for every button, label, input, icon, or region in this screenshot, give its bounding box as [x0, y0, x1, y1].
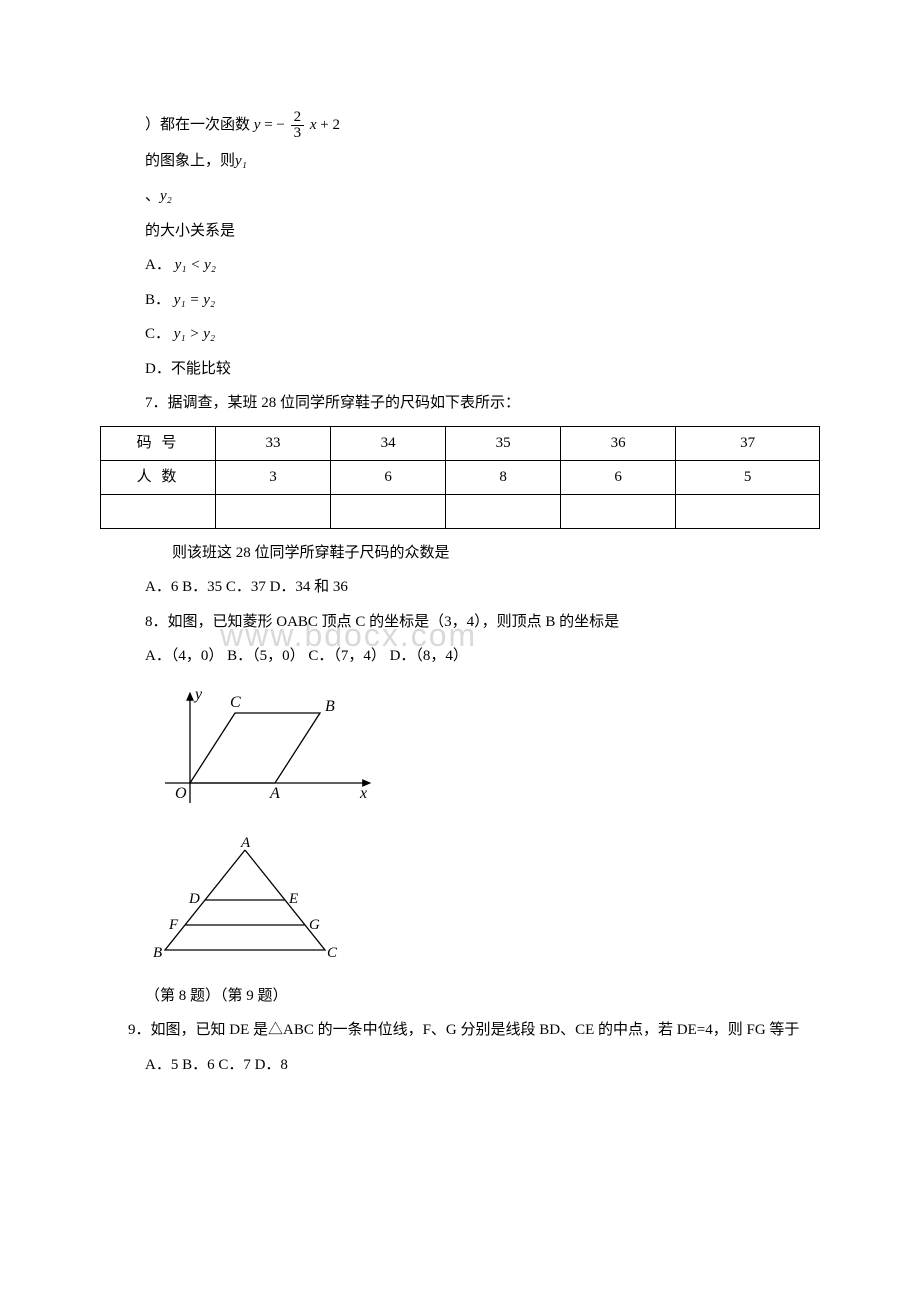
q6-x: x [310, 117, 317, 133]
q8-options: A．（4，0） B．（5，0） C．（7，4） D．（8，4） [100, 642, 820, 671]
label-x: x [359, 785, 367, 802]
q6-line2-text: 的图象上，则 [145, 153, 235, 169]
cell-h3: 35 [446, 426, 561, 460]
q6-y1a: y₁ [235, 147, 247, 176]
label-A: A [269, 785, 280, 802]
cell-h4: 36 [561, 426, 676, 460]
q6-optA-expr: y₁ < y₂ [175, 257, 216, 273]
q6-eq: = [264, 117, 272, 133]
q6-line3-prefix: 、 [145, 188, 160, 204]
q6-optA-label: A． [145, 257, 171, 273]
q6-plus2: + 2 [320, 117, 340, 133]
cell-r2: 6 [331, 460, 446, 494]
q6-y2a: y₂ [160, 182, 172, 211]
q8-caption: （第 8 题）（第 9 题） [100, 982, 820, 1011]
cell-e4 [561, 494, 676, 528]
q6-optB-label: B． [145, 292, 170, 308]
cell-r0: 人 数 [101, 460, 216, 494]
t-label-G: G [309, 917, 320, 933]
q6-optC: C． y₁ > y₂ [145, 320, 820, 349]
q6-line2: 的图象上，则y₁ [100, 147, 820, 176]
q7-table: 码 号 33 34 35 36 37 人 数 3 6 8 6 5 [100, 426, 820, 529]
q6-num: 2 [291, 110, 305, 126]
q6-neg: − [276, 117, 284, 133]
q6-optB: B． y₁ = y₂ [145, 286, 820, 315]
t-label-E: E [288, 891, 298, 907]
q6-den: 3 [291, 126, 305, 141]
cell-r3: 8 [446, 460, 561, 494]
q8-stem: 8．如图，已知菱形 OABC 顶点 C 的坐标是（3，4），则顶点 B 的坐标是 [100, 608, 820, 637]
t-label-A: A [240, 835, 251, 851]
triangle-diagram: A B C D E F G [145, 835, 345, 965]
cell-e2 [331, 494, 446, 528]
label-O: O [175, 785, 187, 802]
cell-e0 [101, 494, 216, 528]
label-C: C [230, 694, 241, 711]
q6-y: y [254, 117, 261, 133]
cell-h2: 34 [331, 426, 446, 460]
q6-optC-label: C． [145, 326, 170, 342]
q8-figure1: O A B C x y [145, 683, 820, 824]
q7-concl: 则该班这 28 位同学所穿鞋子尺码的众数是 [100, 539, 820, 568]
q9-stem: 9．如图，已知 DE 是△ABC 的一条中位线，F、G 分别是线段 BD、CE … [100, 1016, 820, 1045]
t-label-C: C [327, 945, 338, 961]
table-row: 人 数 3 6 8 6 5 [101, 460, 820, 494]
cell-h0: 码 号 [101, 426, 216, 460]
table-row: 码 号 33 34 35 36 37 [101, 426, 820, 460]
t-label-F: F [168, 917, 179, 933]
q6-formula: y = − 2 3 x + 2 [254, 110, 340, 141]
q7-options: A．6 B．35 C．37 D．34 和 36 [100, 573, 820, 602]
q6-line4: 的大小关系是 [100, 217, 820, 246]
q6-optB-expr: y₁ = y₂ [174, 292, 215, 308]
q6-optA: A． y₁ < y₂ [145, 251, 820, 280]
cell-r1: 3 [216, 460, 331, 494]
q9-options: A．5 B．6 C．7 D．8 [100, 1051, 820, 1080]
cell-e5 [676, 494, 820, 528]
table-row [101, 494, 820, 528]
cell-r4: 6 [561, 460, 676, 494]
t-label-B: B [153, 945, 162, 961]
cell-h1: 33 [216, 426, 331, 460]
cell-h5: 37 [676, 426, 820, 460]
cell-r5: 5 [676, 460, 820, 494]
q6-line1: ）都在一次函数 y = − 2 3 x + 2 [100, 110, 820, 141]
q6-prefix: ）都在一次函数 [145, 117, 250, 133]
q6-line3: 、y₂ [100, 182, 820, 211]
q8-figure2: A B C D E F G [145, 835, 820, 976]
t-label-D: D [188, 891, 200, 907]
cell-e1 [216, 494, 331, 528]
rhombus-diagram: O A B C x y [145, 683, 375, 813]
label-B: B [325, 698, 335, 715]
q6-optD: D．不能比较 [145, 355, 820, 384]
q6-optC-expr: y₁ > y₂ [174, 326, 215, 342]
q7-stem: 7．据调查，某班 28 位同学所穿鞋子的尺码如下表所示： [100, 389, 820, 418]
label-y: y [193, 686, 203, 703]
cell-e3 [446, 494, 561, 528]
